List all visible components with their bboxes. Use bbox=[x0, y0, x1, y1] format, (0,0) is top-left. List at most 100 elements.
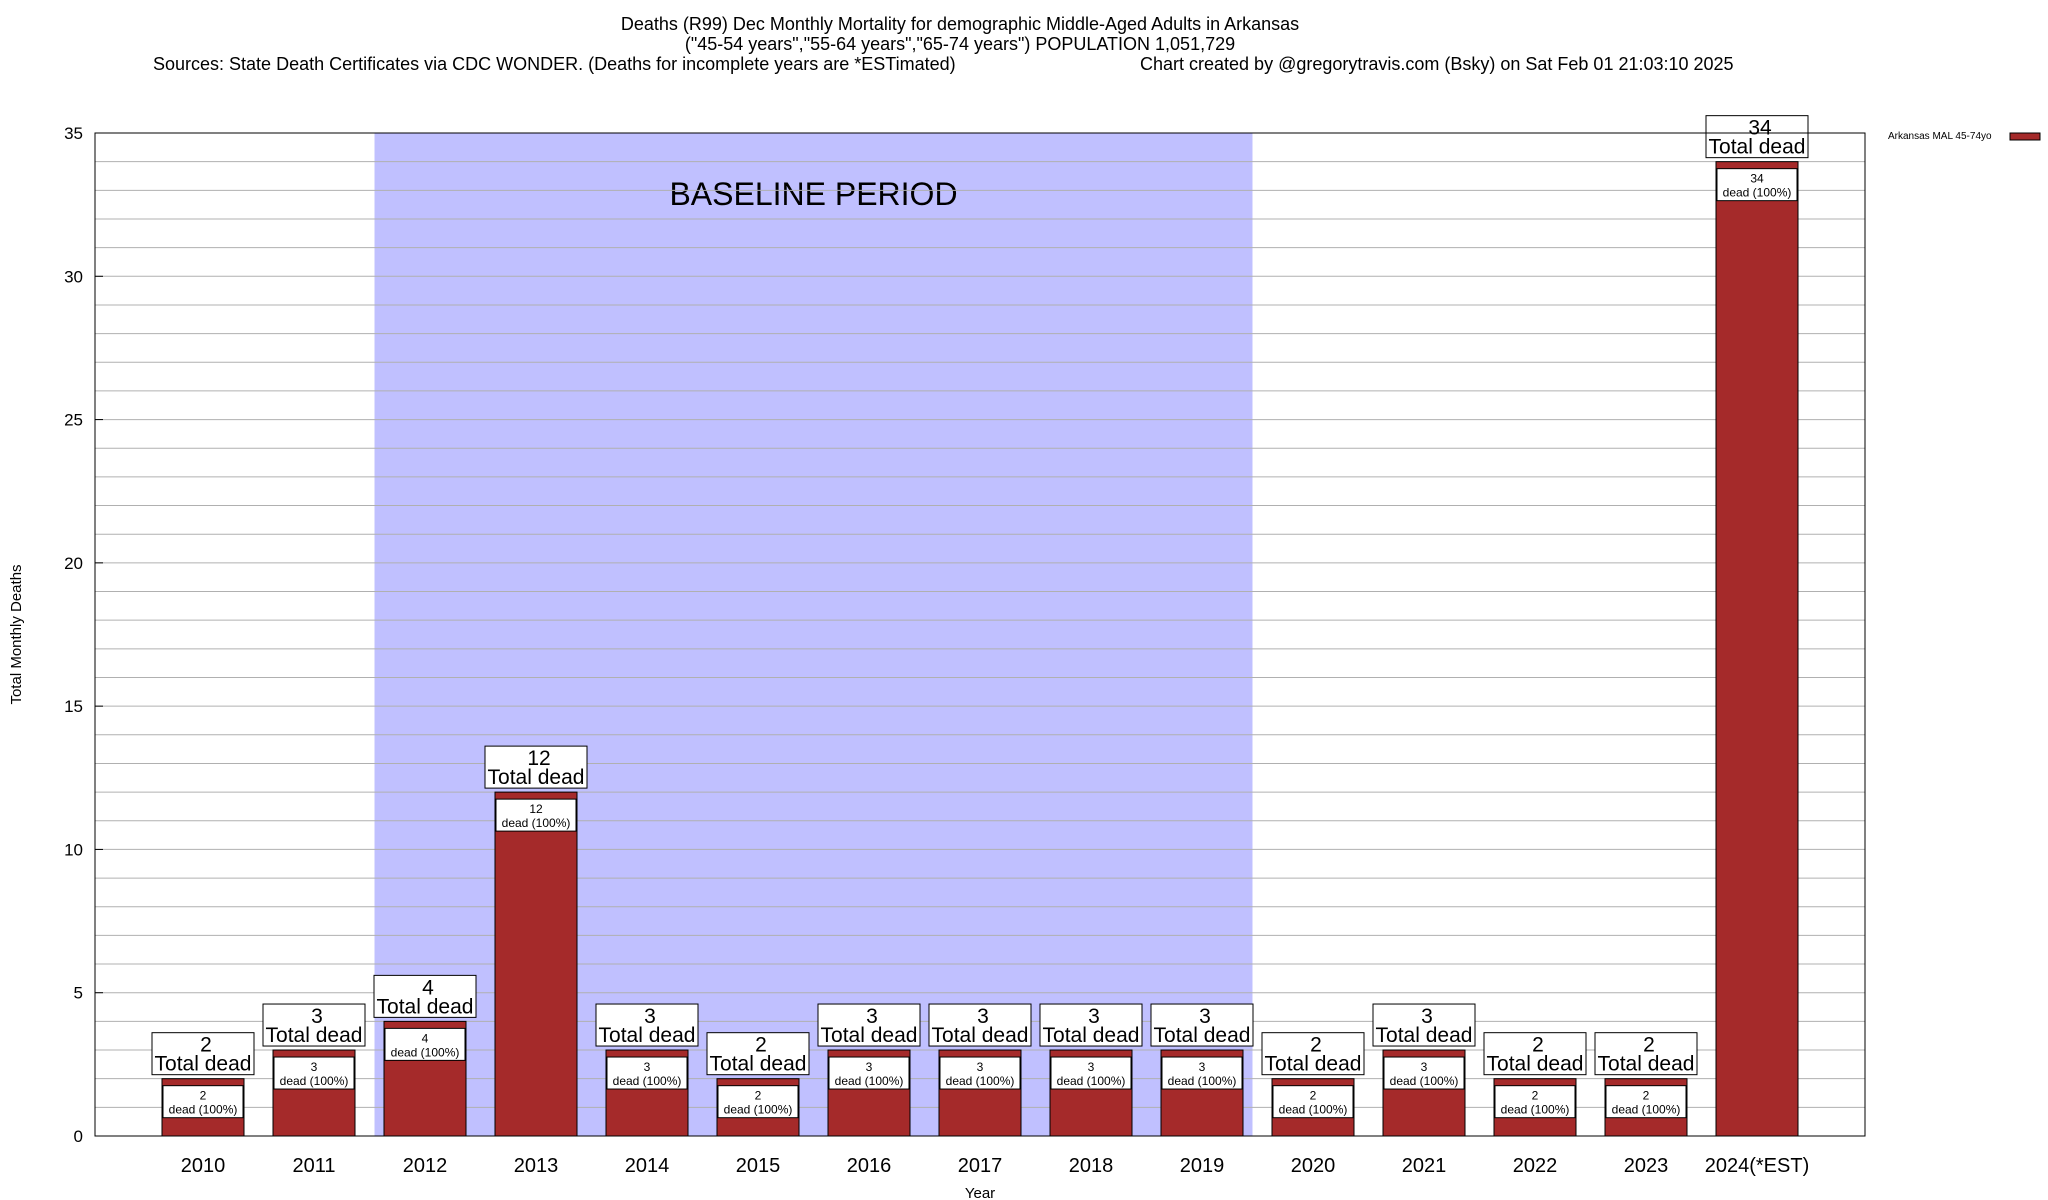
total-label-value: 2 bbox=[1643, 1034, 1655, 1057]
inner-label-value: 2 bbox=[200, 1089, 207, 1103]
total-label-value: 4 bbox=[422, 976, 434, 999]
total-label-box bbox=[373, 974, 477, 1018]
inner-label-value: 4 bbox=[422, 1031, 429, 1045]
y-tick-label: 0 bbox=[74, 1127, 83, 1146]
inner-label-value: 2 bbox=[1310, 1089, 1317, 1103]
x-tick-label: 2017 bbox=[958, 1155, 1003, 1177]
x-tick-label: 2023 bbox=[1624, 1155, 1669, 1177]
total-label-text: Total dead bbox=[1376, 1024, 1473, 1047]
inner-label-value: 3 bbox=[311, 1060, 318, 1074]
inner-label-box bbox=[384, 1027, 466, 1061]
total-label-text: Total dead bbox=[155, 1053, 252, 1076]
y-tick-label: 5 bbox=[74, 984, 83, 1003]
x-tick-label: 2010 bbox=[181, 1155, 226, 1177]
x-tick-label: 2014 bbox=[625, 1155, 670, 1177]
total-label-box bbox=[1261, 1032, 1365, 1076]
inner-label-box bbox=[273, 1056, 355, 1090]
total-label-text: Total dead bbox=[1154, 1024, 1251, 1047]
total-label-box bbox=[928, 1003, 1032, 1047]
total-label-box bbox=[595, 1003, 699, 1047]
inner-label-text: dead (100%) bbox=[1612, 1103, 1681, 1117]
inner-label-text: dead (100%) bbox=[502, 816, 571, 830]
y-tick-label: 10 bbox=[64, 840, 83, 859]
total-label-value: 3 bbox=[644, 1005, 656, 1028]
chart-credit: Chart created by @gregorytravis.com (Bsk… bbox=[1140, 54, 1734, 74]
chart-title: Deaths (R99) Dec Monthly Mortality for d… bbox=[621, 14, 1299, 34]
inner-label-text: dead (100%) bbox=[1057, 1074, 1126, 1088]
inner-label-value: 2 bbox=[1643, 1089, 1650, 1103]
inner-label-box bbox=[495, 798, 577, 832]
x-tick-label: 2015 bbox=[736, 1155, 781, 1177]
total-label-box bbox=[1150, 1003, 1254, 1047]
inner-label-box bbox=[162, 1085, 244, 1119]
total-label-text: Total dead bbox=[1043, 1024, 1140, 1047]
inner-label-text: dead (100%) bbox=[1501, 1103, 1570, 1117]
total-label-value: 2 bbox=[200, 1034, 212, 1057]
inner-label-text: dead (100%) bbox=[946, 1074, 1015, 1088]
y-tick-label: 20 bbox=[64, 554, 83, 573]
inner-label-text: dead (100%) bbox=[835, 1074, 904, 1088]
inner-label-text: dead (100%) bbox=[391, 1045, 460, 1059]
total-label-box bbox=[817, 1003, 921, 1047]
total-label-value: 2 bbox=[1532, 1034, 1544, 1057]
x-tick-label: 2012 bbox=[403, 1155, 448, 1177]
inner-label-value: 3 bbox=[644, 1060, 651, 1074]
plot-frame bbox=[94, 132, 1866, 1137]
total-label-text: Total dead bbox=[488, 766, 585, 789]
total-label-text: Total dead bbox=[377, 995, 474, 1018]
total-label-box bbox=[1594, 1032, 1698, 1076]
total-label-value: 2 bbox=[755, 1034, 767, 1057]
inner-label-box bbox=[1383, 1056, 1465, 1090]
inner-label-box bbox=[828, 1056, 910, 1090]
inner-label-box bbox=[1494, 1085, 1576, 1119]
baseline-period-label: BASELINE PERIOD bbox=[669, 176, 957, 212]
inner-label-value: 2 bbox=[1532, 1089, 1539, 1103]
inner-label-value: 12 bbox=[529, 802, 543, 816]
inner-label-value: 3 bbox=[977, 1060, 984, 1074]
inner-label-text: dead (100%) bbox=[724, 1103, 793, 1117]
inner-label-box bbox=[1272, 1085, 1354, 1119]
total-label-value: 3 bbox=[311, 1005, 323, 1028]
x-tick-label: 2011 bbox=[292, 1155, 335, 1177]
inner-label-text: dead (100%) bbox=[1168, 1074, 1237, 1088]
total-label-box bbox=[151, 1032, 255, 1076]
legend-label: Arkansas MAL 45-74yo bbox=[1888, 131, 1992, 142]
inner-label-box bbox=[1161, 1056, 1243, 1090]
total-label-box bbox=[706, 1032, 810, 1076]
inner-label-box bbox=[1605, 1085, 1687, 1119]
x-tick-label: 2021 bbox=[1402, 1155, 1447, 1177]
x-axis-label: Year bbox=[965, 1185, 995, 1200]
total-label-box bbox=[1483, 1032, 1587, 1076]
inner-label-text: dead (100%) bbox=[169, 1103, 238, 1117]
total-label-value: 3 bbox=[1421, 1005, 1433, 1028]
total-label-box bbox=[484, 745, 588, 789]
x-tick-label: 2022 bbox=[1513, 1155, 1558, 1177]
inner-label-text: dead (100%) bbox=[1279, 1103, 1348, 1117]
x-axis-ticks: 2010 2011 2012 2013 2014 2015 2016 2017 2018 2019… bbox=[181, 1155, 1810, 1177]
y-axis-ticks: 0 5 10 15 20 25 30 35 bbox=[64, 124, 103, 1146]
inner-label-text: dead (100%) bbox=[1390, 1074, 1459, 1088]
chart-subtitle: ("45-54 years","55-64 years","65-74 year… bbox=[685, 34, 1235, 54]
total-label-text: Total dead bbox=[1487, 1053, 1584, 1076]
total-label-text: Total dead bbox=[932, 1024, 1029, 1047]
inner-label-value: 3 bbox=[1199, 1060, 1206, 1074]
inner-label-box bbox=[1716, 168, 1798, 202]
inner-label-text: dead (100%) bbox=[280, 1074, 349, 1088]
inner-label-value: 3 bbox=[866, 1060, 873, 1074]
total-label-text: Total dead bbox=[1265, 1053, 1362, 1076]
inner-label-text: dead (100%) bbox=[1723, 186, 1792, 200]
total-label-box bbox=[1705, 115, 1809, 159]
x-tick-label: 2020 bbox=[1291, 1155, 1336, 1177]
total-label-text: Total dead bbox=[821, 1024, 918, 1047]
inner-label-value: 34 bbox=[1750, 172, 1764, 186]
x-tick-label: 2019 bbox=[1180, 1155, 1225, 1177]
inner-label-box bbox=[717, 1085, 799, 1119]
total-label-value: 3 bbox=[1088, 1005, 1100, 1028]
inner-label-value: 3 bbox=[1088, 1060, 1095, 1074]
inner-label-value: 3 bbox=[1421, 1060, 1428, 1074]
chart-header: Deaths (R99) Dec Monthly Mortality for d… bbox=[153, 14, 1734, 74]
bar bbox=[1715, 161, 1799, 1137]
total-label-value: 3 bbox=[866, 1005, 878, 1028]
